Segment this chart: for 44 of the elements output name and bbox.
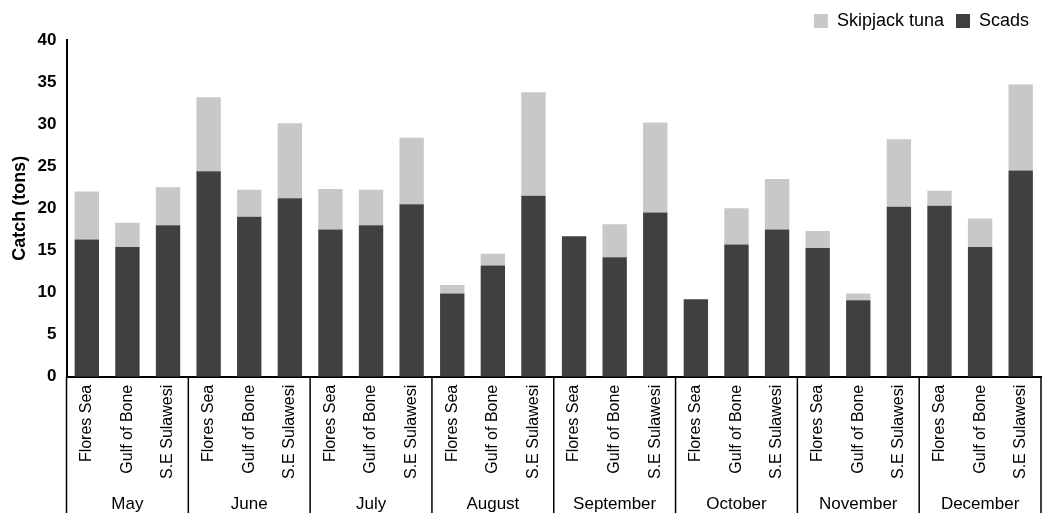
- text: July: [355, 494, 387, 514]
- x-tick-label: S.E Sulawesi: [158, 384, 176, 479]
- x-tick-label: Gulf of Bone: [117, 384, 135, 474]
- x-tick-label: Gulf of Bone: [483, 384, 501, 474]
- text: May: [111, 494, 144, 514]
- y-tick-label: 15: [37, 240, 57, 260]
- x-tick-label: S.E Sulawesi: [767, 384, 785, 479]
- text: December: [940, 494, 1020, 514]
- x-tick-label: Flores Sea: [77, 384, 95, 463]
- x-tick-label: Gulf of Bone: [239, 384, 257, 474]
- x-tick-label: Gulf of Bone: [726, 384, 744, 474]
- x-tick-label: Flores Sea: [199, 384, 217, 463]
- x-tick-label: Gulf of Bone: [361, 384, 379, 474]
- x-tick-label: Flores Sea: [564, 384, 582, 463]
- y-tick-label: 40: [37, 29, 57, 49]
- y-tick-label: 25: [37, 155, 57, 175]
- y-tick-label: 30: [37, 113, 57, 133]
- x-tick-label: S.E Sulawesi: [523, 384, 541, 479]
- x-tick-label: Flores Sea: [320, 384, 338, 463]
- x-tick-label: S.E Sulawesi: [889, 384, 907, 479]
- legend-label: Skipjack tuna: [836, 9, 945, 30]
- x-tick-label: Flores Sea: [929, 384, 947, 463]
- y-tick-label: 10: [37, 282, 57, 302]
- x-tick-label: S.E Sulawesi: [402, 384, 420, 479]
- text: September: [573, 494, 657, 514]
- x-tick-label: S.E Sulawesi: [645, 384, 663, 479]
- text: November: [819, 494, 898, 514]
- x-tick-label: S.E Sulawesi: [1011, 384, 1029, 479]
- y-tick-label: 20: [37, 198, 57, 218]
- x-tick-label: Flores Sea: [686, 384, 704, 463]
- x-tick-label: S.E Sulawesi: [280, 384, 298, 479]
- y-tick-label: 5: [47, 324, 57, 344]
- y-tick-label: 0: [47, 366, 57, 386]
- x-tick-label: Flores Sea: [442, 384, 460, 463]
- text: June: [230, 494, 268, 514]
- x-tick-label: Gulf of Bone: [605, 384, 623, 474]
- x-tick-label: Gulf of Bone: [848, 384, 866, 474]
- y-axis-title: Catch (tons): [8, 155, 29, 261]
- text: August: [466, 494, 520, 514]
- x-tick-label: Gulf of Bone: [970, 384, 988, 474]
- text: October: [706, 494, 768, 514]
- y-tick-label: 35: [37, 71, 57, 91]
- x-tick-label: Flores Sea: [808, 384, 826, 463]
- legend-label: Scads: [978, 9, 1029, 30]
